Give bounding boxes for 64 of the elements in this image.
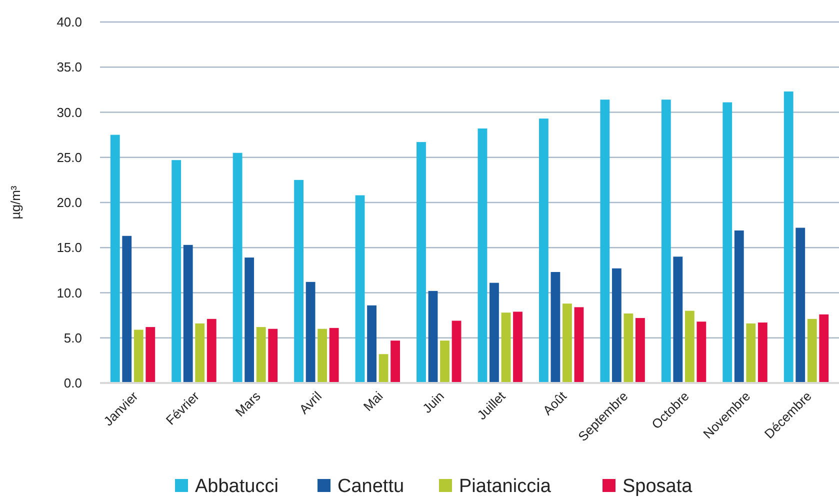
- bar: [661, 100, 671, 383]
- y-axis-title: µg/m³: [8, 185, 23, 220]
- legend-label: Piataniccia: [459, 476, 552, 497]
- bar: [416, 142, 426, 383]
- bar: [513, 312, 522, 383]
- bar: [696, 322, 706, 383]
- bar: [110, 134, 120, 383]
- bar: [758, 322, 768, 383]
- y-tick-label: 25.0: [56, 150, 82, 165]
- bar: [478, 128, 488, 383]
- bar: [684, 310, 694, 383]
- bar: [452, 320, 462, 383]
- bar: [722, 102, 732, 383]
- bar: [206, 318, 216, 383]
- bar: [428, 290, 438, 383]
- bar: [256, 327, 266, 383]
- bar: [440, 340, 450, 383]
- bar: [355, 195, 365, 383]
- bar: [796, 228, 806, 383]
- bar: [146, 327, 156, 383]
- bar: [294, 180, 304, 383]
- bar: [746, 323, 756, 383]
- bar: [268, 328, 278, 383]
- bar: [232, 152, 242, 383]
- bar: [600, 100, 610, 383]
- legend-label: Abbatucci: [195, 476, 278, 497]
- bar: [612, 268, 622, 383]
- bar: [636, 318, 645, 383]
- y-tick-label: 30.0: [56, 104, 82, 120]
- bar: [624, 314, 634, 383]
- y-tick-label: 35.0: [56, 60, 82, 75]
- bar: [306, 282, 316, 383]
- bar: [195, 323, 205, 383]
- bar: [673, 256, 683, 383]
- y-tick-label: 20.0: [56, 195, 82, 210]
- bar: [784, 91, 794, 383]
- bar: [538, 118, 548, 383]
- bar: [734, 230, 744, 383]
- bar: [172, 160, 182, 383]
- bar: [807, 318, 817, 383]
- bar: [244, 258, 254, 383]
- bar: [490, 282, 499, 383]
- y-tick-label: 15.0: [56, 240, 82, 256]
- bar: [318, 328, 328, 383]
- bar: [501, 312, 511, 383]
- bar: [550, 272, 560, 383]
- y-tick-label: 10.0: [56, 285, 82, 300]
- bar: [122, 236, 132, 383]
- bar: [390, 340, 400, 383]
- bar: [329, 328, 339, 383]
- bar: [378, 354, 388, 383]
- bar: [183, 244, 193, 383]
- bar: [819, 314, 829, 383]
- y-tick-label: 40.0: [56, 14, 82, 30]
- legend-label: Sposata: [622, 476, 693, 497]
- bar: [562, 304, 572, 383]
- x-tick-label: Juin: [420, 388, 448, 416]
- legend-label: Canettu: [338, 476, 404, 497]
- bar: [574, 307, 584, 383]
- y-tick-label: 0.0: [64, 376, 82, 391]
- y-tick-label: 5.0: [64, 330, 82, 346]
- bar: [367, 305, 376, 383]
- bar: [134, 330, 144, 383]
- x-tick-label: Mai: [360, 388, 386, 414]
